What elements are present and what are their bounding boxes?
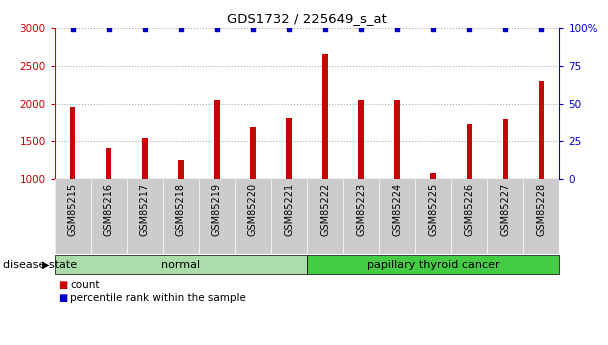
Point (284, 26, 294, 32)
Point (176, 26, 185, 32)
Text: GSM85218: GSM85218 (176, 183, 186, 236)
Bar (70, 107, 75, 179)
Text: GSM85221: GSM85221 (284, 183, 294, 236)
Text: GSM85216: GSM85216 (104, 183, 114, 236)
Point (68, 26, 78, 32)
Text: GSM85220: GSM85220 (248, 183, 258, 236)
Bar (466, 124, 472, 179)
Text: GSM85225: GSM85225 (428, 183, 438, 236)
Text: normal: normal (161, 260, 201, 270)
Point (536, 26, 546, 32)
Point (104, 26, 114, 32)
Bar (178, 160, 184, 179)
Text: GSM85223: GSM85223 (356, 183, 366, 236)
Point (356, 26, 366, 32)
Text: GSM85227: GSM85227 (500, 183, 510, 236)
Bar (358, 100, 364, 179)
Point (428, 26, 438, 32)
Text: disease state: disease state (3, 260, 77, 270)
Point (212, 26, 222, 32)
Text: GSM85217: GSM85217 (140, 183, 150, 236)
Text: ■: ■ (58, 280, 67, 289)
Text: GSM85219: GSM85219 (212, 183, 222, 236)
Text: percentile rank within the sample: percentile rank within the sample (70, 294, 246, 303)
Text: count: count (70, 280, 100, 289)
Bar (55, 179, 559, 254)
Bar (322, 54, 328, 179)
Point (500, 26, 510, 32)
Text: GSM85224: GSM85224 (392, 183, 402, 236)
Bar (142, 138, 148, 179)
Text: ▶: ▶ (42, 260, 49, 270)
Bar (214, 100, 219, 179)
Bar (106, 148, 111, 179)
Text: GSM85215: GSM85215 (67, 183, 78, 236)
Title: GDS1732 / 225649_s_at: GDS1732 / 225649_s_at (227, 12, 387, 25)
Point (248, 26, 258, 32)
Text: GSM85226: GSM85226 (465, 183, 474, 236)
Bar (395, 100, 400, 179)
Bar (503, 119, 508, 179)
Point (392, 26, 402, 32)
Text: ■: ■ (58, 294, 67, 303)
Bar (430, 172, 436, 179)
Bar (539, 81, 544, 179)
Bar (286, 118, 292, 179)
Point (465, 26, 474, 32)
Bar (250, 127, 256, 179)
Text: GSM85228: GSM85228 (536, 183, 547, 236)
Point (140, 26, 150, 32)
Point (320, 26, 330, 32)
Text: GSM85222: GSM85222 (320, 183, 330, 236)
Text: papillary thyroid cancer: papillary thyroid cancer (367, 260, 500, 270)
